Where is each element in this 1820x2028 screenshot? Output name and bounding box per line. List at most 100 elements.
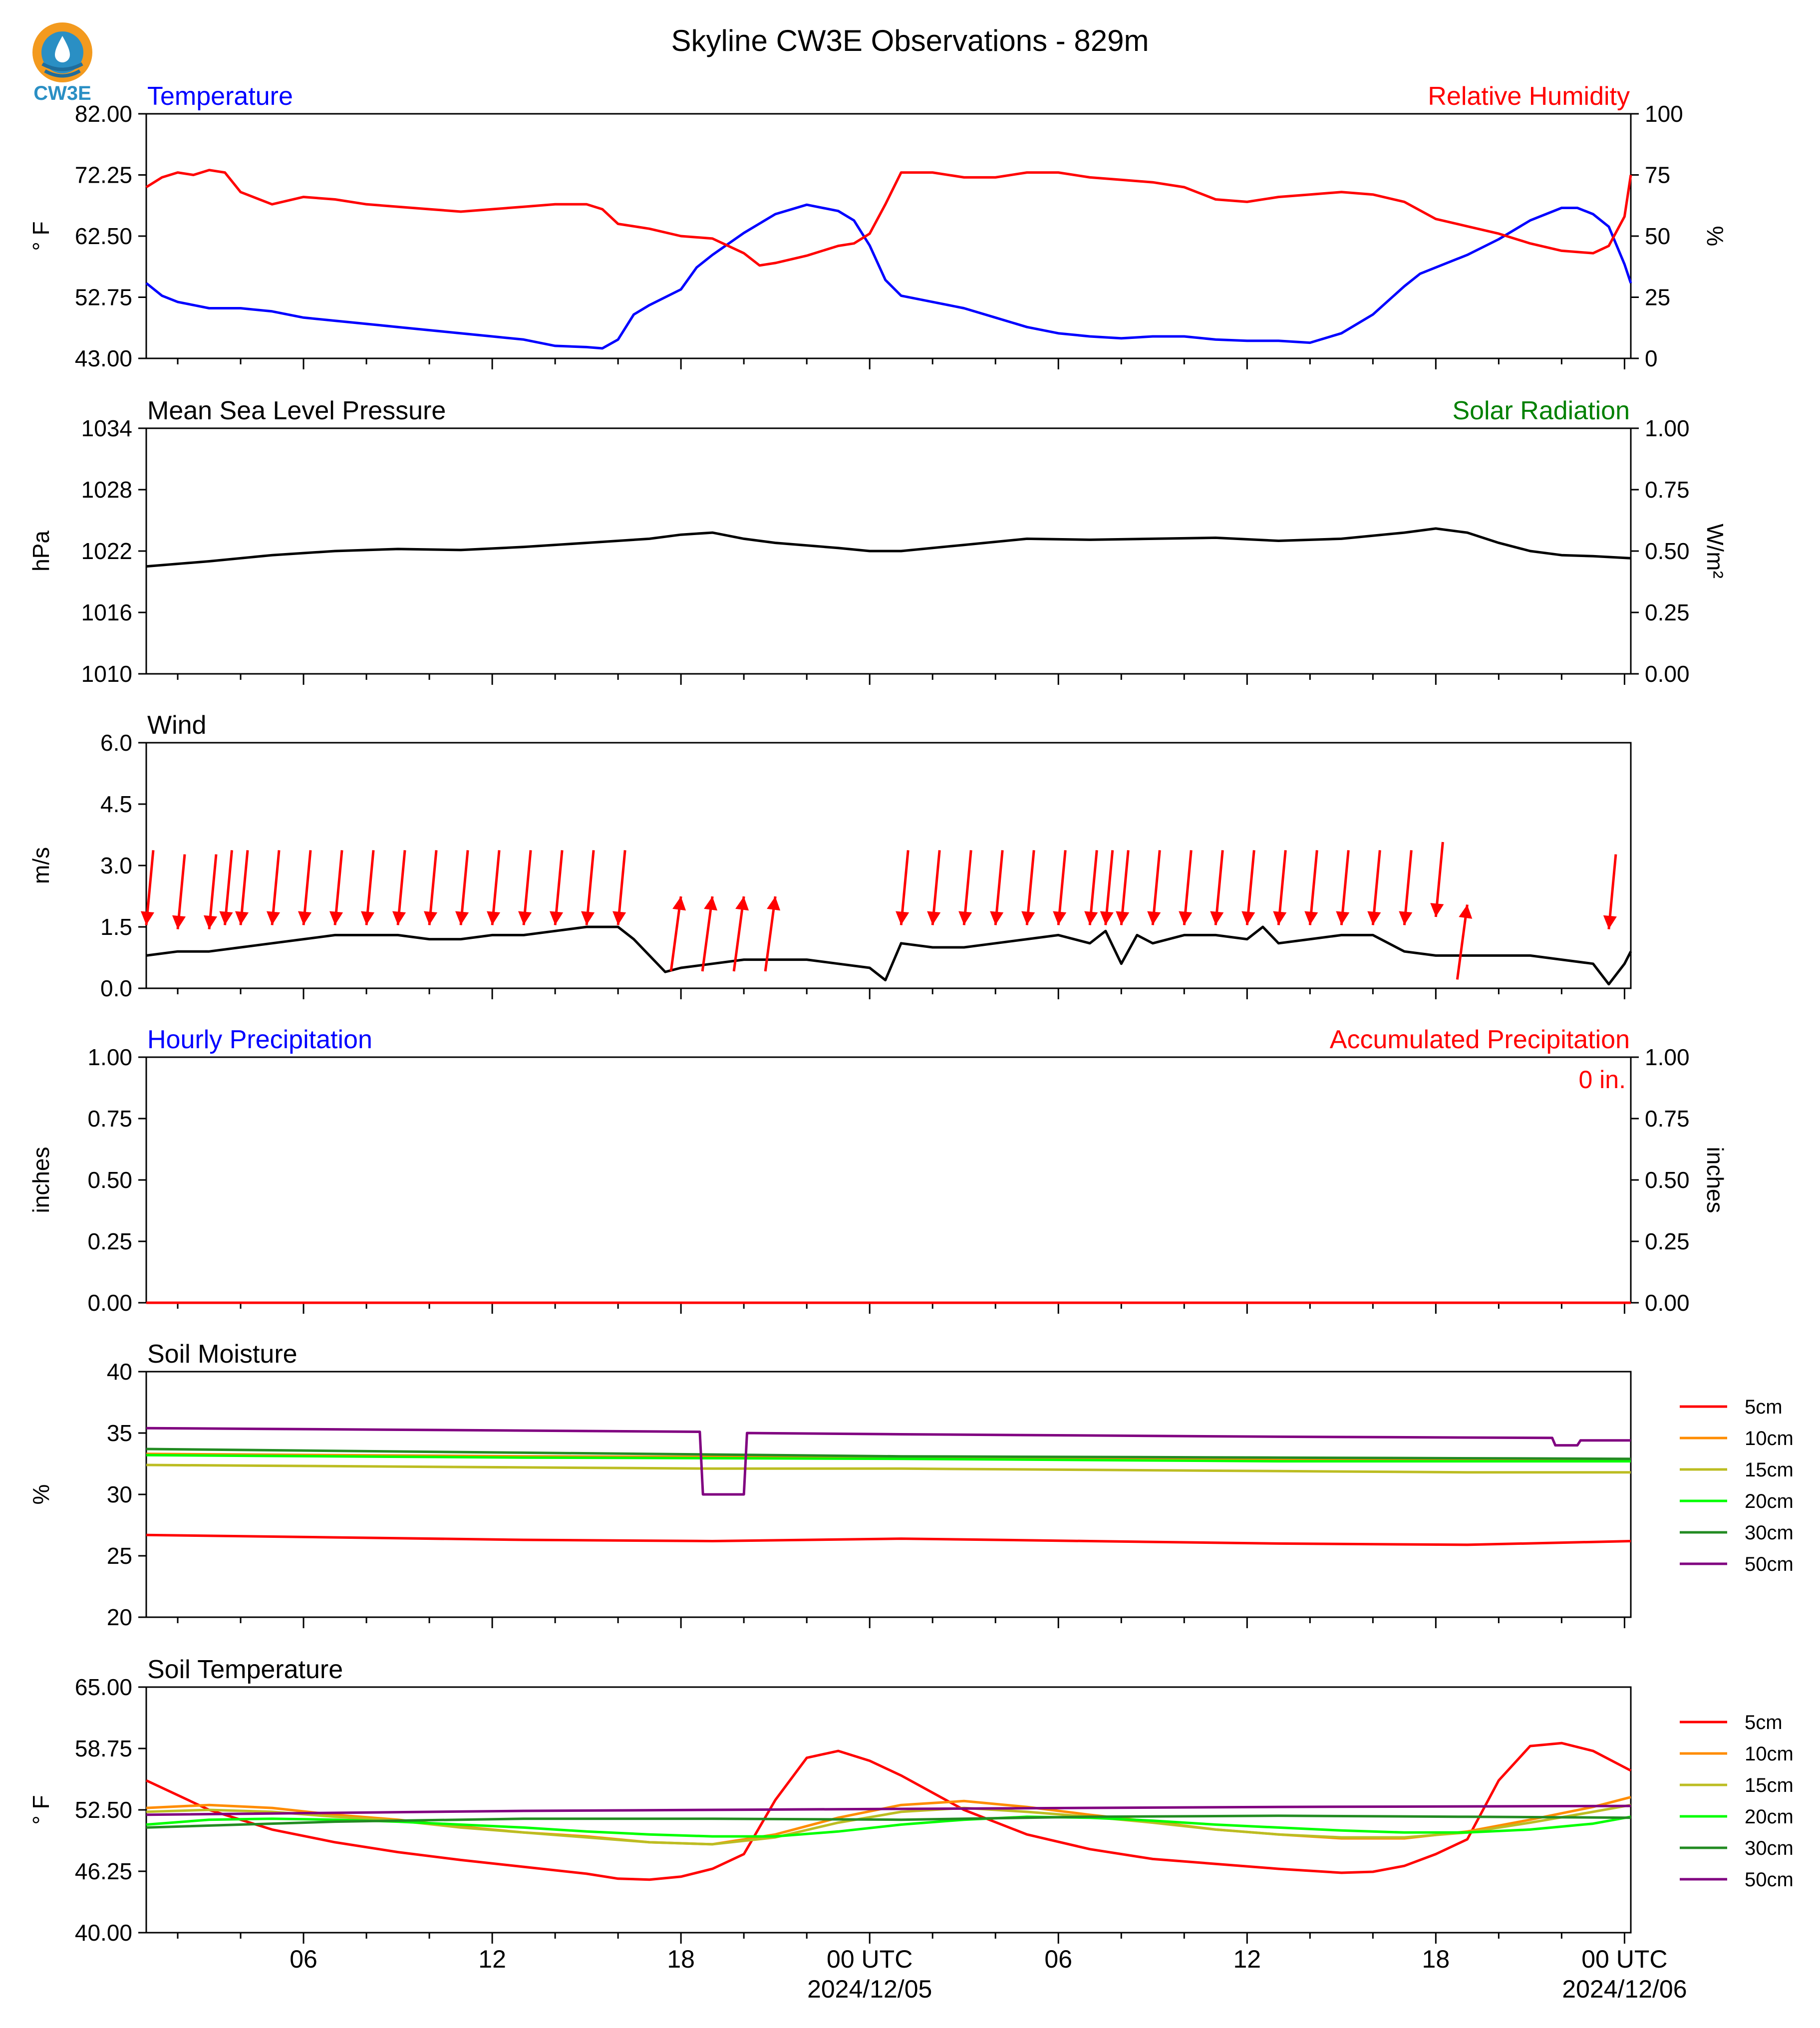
y-tick-label: 1028 [81, 477, 132, 503]
x-date-label: 2024/12/06 [1562, 1975, 1687, 2003]
wind-barb-head [990, 911, 1004, 925]
legend-label: 50cm [1745, 1869, 1794, 1891]
y-axis-label: hPa [28, 531, 54, 572]
wind-barb-head [329, 911, 343, 925]
panel-title-right: Relative Humidity [1428, 82, 1630, 111]
x-tick-label: 06 [1044, 1945, 1072, 1973]
legend: 5cm 10cm 15cm 20cm 30cm 50cm [1680, 1712, 1794, 1891]
panel-pressure: Mean Sea Level Pressure Solar Radiation 10… [28, 396, 1728, 687]
legend-label: 50cm [1745, 1553, 1794, 1575]
y2-tick-label: 0.00 [1645, 661, 1690, 687]
legend-label: 15cm [1745, 1459, 1794, 1481]
y-tick-label: 1010 [81, 661, 132, 687]
series-line-wind [146, 925, 1632, 986]
y-tick-label: 35 [107, 1420, 132, 1446]
y2-tick-label: 100 [1645, 101, 1683, 127]
wind-barb-head [172, 915, 186, 929]
y2-tick-label: 50 [1645, 223, 1670, 249]
y-tick-label: 40.00 [75, 1920, 132, 1946]
wind-barb-head [203, 915, 218, 929]
legend-label: 20cm [1745, 1806, 1794, 1828]
legend-label: 10cm [1745, 1743, 1794, 1765]
wind-barb-head [1116, 911, 1130, 925]
y2-tick-label: 0.25 [1645, 599, 1690, 625]
series-line-20cm [146, 1453, 1631, 1463]
wind-barb-head [550, 911, 564, 925]
y-axis-label: ° F [28, 1795, 54, 1824]
series-line-5cm [146, 1533, 1631, 1546]
series-line-15cm [146, 1463, 1631, 1474]
wind-barb-head [1100, 911, 1114, 925]
wind-barb-head [1603, 915, 1617, 929]
wind-barb-head [1459, 904, 1473, 919]
panel-frame [145, 1056, 1632, 1304]
wind-barb-head [1367, 911, 1381, 925]
wind-barb-head [360, 911, 375, 925]
series-line-30cm [146, 1448, 1631, 1460]
y-tick-label: 1.00 [87, 1044, 132, 1070]
wind-barb-head [1179, 911, 1193, 925]
wind-barb-head [672, 896, 686, 911]
wind-barb-head [1241, 911, 1255, 925]
y2-axis-label: inches [1702, 1147, 1728, 1213]
panel-title-left: Temperature [147, 82, 293, 111]
wind-barb-head [455, 911, 469, 925]
y-tick-label: 65.00 [75, 1674, 132, 1700]
panel-frame [145, 1371, 1632, 1618]
y-tick-label: 72.25 [75, 162, 132, 188]
x-date-label: 2024/12/05 [807, 1975, 932, 2003]
wind-barb-head [266, 911, 281, 925]
y-tick-label: 0.25 [87, 1228, 132, 1254]
wind-barb-head [140, 911, 155, 925]
wind-barb-head [1147, 911, 1161, 925]
wind-barb-head [298, 911, 312, 925]
y-tick-label: 46.25 [75, 1858, 132, 1884]
wind-barb-head [1021, 911, 1035, 925]
x-tick-label: 18 [667, 1945, 695, 1973]
wind-barb-head [896, 911, 910, 925]
panel-wind: Wind 0.0 1.5 3.0 4.5 6.0 m/s [28, 711, 1632, 1001]
series-line-temperature [145, 203, 1632, 350]
y-tick-label: 3.0 [100, 853, 132, 878]
panel-precip: Hourly Precipitation Accumulated Precipit… [28, 1025, 1728, 1316]
y-tick-label: 20 [107, 1604, 132, 1630]
wind-barb-head [235, 911, 249, 925]
y-tick-label: 4.5 [100, 791, 132, 817]
wind-barb-head [392, 911, 406, 925]
x-tick-label: 18 [1422, 1945, 1450, 1973]
y-axis-label: m/s [28, 847, 54, 884]
y-tick-label: 62.50 [75, 223, 132, 249]
wind-barb-head [958, 911, 972, 925]
panel-temp-rh: Temperature Relative Humidity 43.00 52.75 62… [28, 82, 1728, 371]
legend-label: 5cm [1745, 1712, 1783, 1734]
accumulated-total-label: 0 in. [1578, 1066, 1626, 1094]
y2-tick-label: 0 [1645, 345, 1658, 371]
wind-barb-head [1053, 911, 1067, 925]
y-axis-label: ° F [28, 221, 54, 251]
wind-barb-head [1399, 911, 1413, 925]
cw3e-drop-logo-icon: CW3E [32, 22, 92, 104]
panel-title-left: Mean Sea Level Pressure [147, 396, 446, 425]
logo-text: CW3E [33, 82, 91, 104]
legend-label: 15cm [1745, 1774, 1794, 1796]
y-axis-label: inches [28, 1147, 54, 1213]
series-line-relative-humidity [145, 169, 1632, 267]
wind-barb-head [735, 896, 749, 911]
panel-soil-temp: Soil Temperature 40.00 46.25 52.50 58.75 65.0… [28, 1655, 1794, 1946]
cw3e-logo: CW3E [25, 15, 100, 105]
y-tick-label: 1022 [81, 538, 132, 564]
y-axis-label: % [28, 1484, 54, 1505]
wind-barb-head [1210, 911, 1224, 925]
y2-tick-label: 0.00 [1645, 1290, 1690, 1316]
wind-barb-head [1430, 903, 1444, 917]
x-tick-label: 12 [1233, 1945, 1261, 1973]
y2-tick-label: 0.50 [1645, 1167, 1690, 1193]
panel-frame [145, 113, 1632, 359]
x-tick-label: 00 UTC [827, 1945, 912, 1973]
panel-title-left: Soil Temperature [147, 1655, 343, 1684]
y-tick-label: 1016 [81, 599, 132, 625]
y-tick-label: 40 [107, 1359, 132, 1385]
wind-barb-head [1304, 911, 1318, 925]
legend-label: 30cm [1745, 1837, 1794, 1859]
